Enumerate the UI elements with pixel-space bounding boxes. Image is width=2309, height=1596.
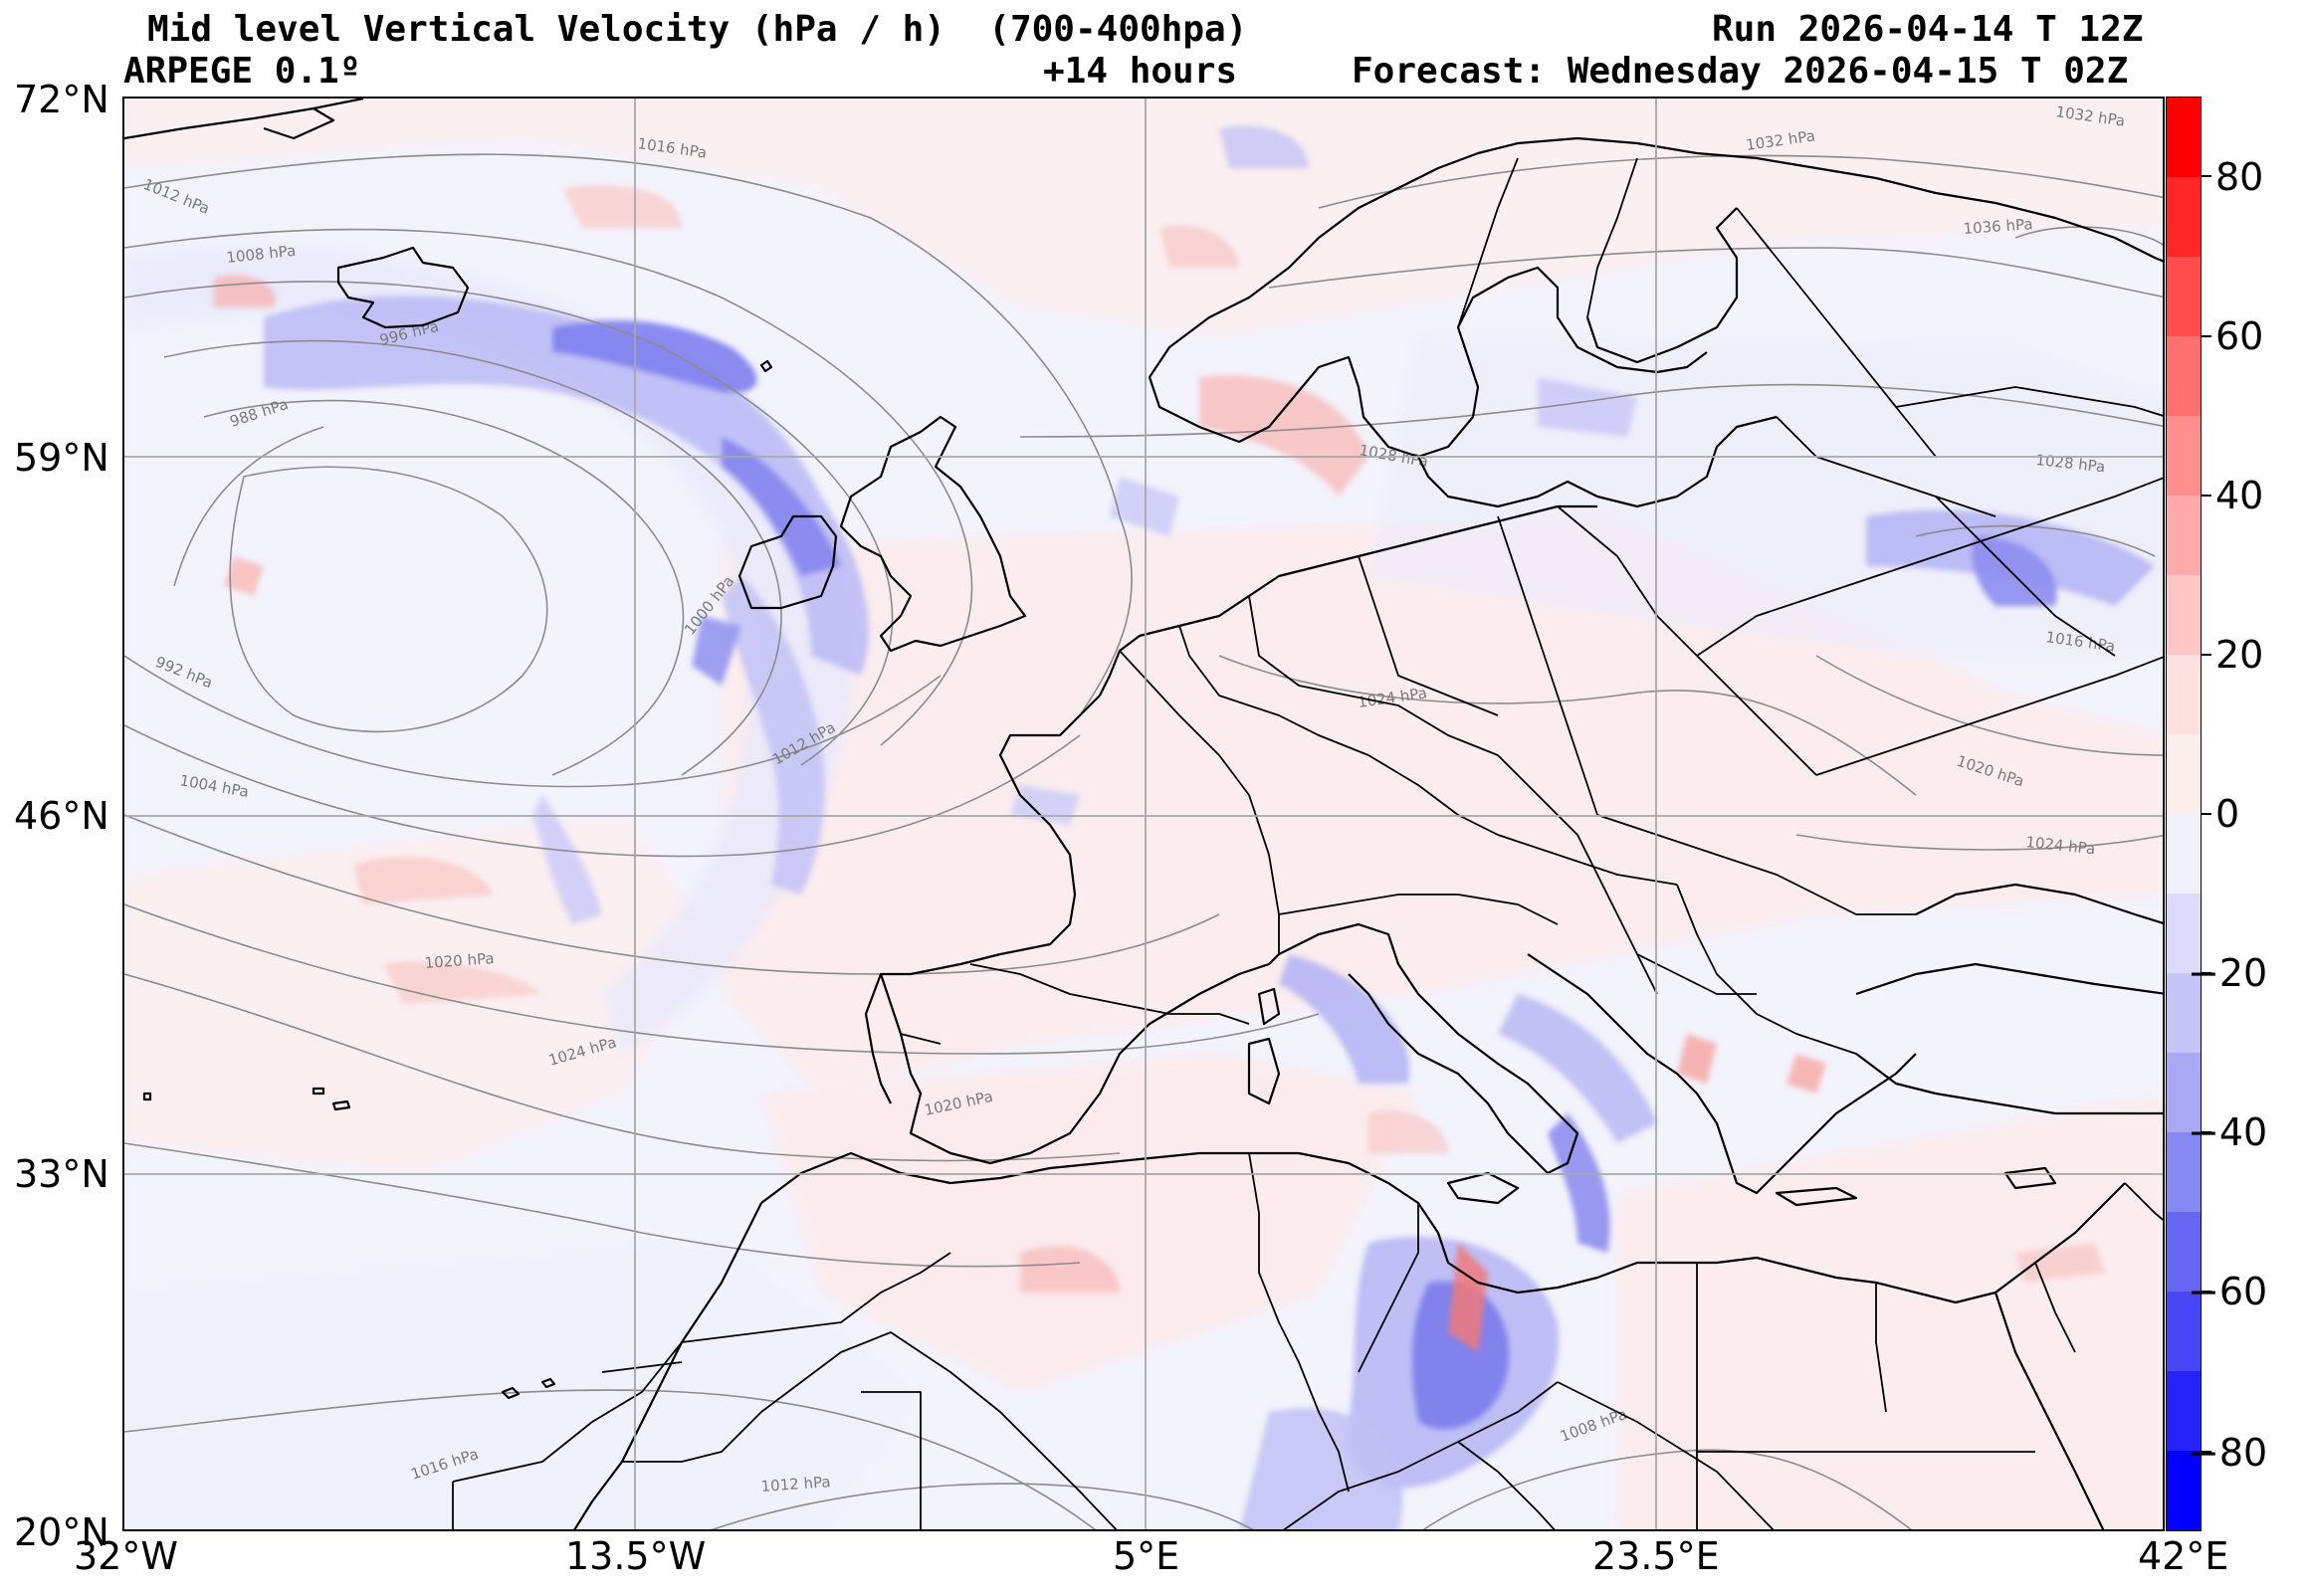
lat-label: 59°N bbox=[14, 436, 109, 480]
colorbar bbox=[2166, 97, 2202, 1531]
map-panel: 1016 hPa 1012 hPa 1008 hPa 996 hPa 988 h… bbox=[122, 97, 2165, 1531]
isobar-label: 1012 hPa bbox=[760, 1473, 831, 1496]
colorbar-band bbox=[2167, 814, 2201, 894]
lat-label: 46°N bbox=[14, 794, 109, 838]
colorbar-band bbox=[2167, 575, 2201, 655]
lat-label: 20°N bbox=[14, 1510, 109, 1554]
lon-label: 23.5°E bbox=[1592, 1534, 1720, 1578]
colorbar-band bbox=[2167, 1451, 2201, 1530]
colorbar-tick-label: 20 bbox=[2215, 633, 2264, 677]
forecast-label: Forecast: Wednesday 2026-04-15 T 02Z bbox=[1352, 51, 2129, 92]
colorbar-band bbox=[2167, 98, 2201, 177]
model-label: ARPEGE 0.1º bbox=[123, 51, 361, 92]
colorbar-band bbox=[2167, 655, 2201, 734]
colorbar-tick-label: −80 bbox=[2188, 1431, 2268, 1475]
lead-time-label: +14 hours bbox=[1043, 51, 1238, 92]
colorbar-band bbox=[2167, 1132, 2201, 1212]
map-canvas: 1016 hPa 1012 hPa 1008 hPa 996 hPa 988 h… bbox=[124, 99, 2163, 1529]
colorbar-band bbox=[2167, 416, 2201, 496]
colorbar-tick-mark bbox=[2202, 175, 2211, 177]
colorbar-band bbox=[2167, 1292, 2201, 1371]
colorbar-tick-mark bbox=[2202, 495, 2211, 497]
colorbar-tick-label: −40 bbox=[2188, 1110, 2268, 1154]
isobar-label: 1036 hPa bbox=[1963, 215, 2033, 238]
lon-label: 13.5°W bbox=[565, 1534, 707, 1578]
colorbar-band bbox=[2167, 1371, 2201, 1451]
lon-label: 32°W bbox=[74, 1534, 178, 1578]
colorbar-tick-mark bbox=[2202, 1131, 2211, 1133]
colorbar-band bbox=[2167, 734, 2201, 814]
colorbar-tick-label: 0 bbox=[2215, 792, 2240, 836]
colorbar-tick-mark bbox=[2202, 335, 2211, 337]
chart-title: Mid level Vertical Velocity (hPa / h) (7… bbox=[147, 9, 1248, 50]
colorbar-tick-mark bbox=[2202, 813, 2211, 815]
colorbar-band bbox=[2167, 177, 2201, 257]
colorbar-tick-label: 60 bbox=[2215, 314, 2264, 358]
lon-label: 42°E bbox=[2138, 1534, 2229, 1578]
run-label: Run 2026-04-14 T 12Z bbox=[1712, 9, 2144, 50]
colorbar-band bbox=[2167, 257, 2201, 336]
lat-label: 72°N bbox=[14, 78, 109, 121]
lat-label: 33°N bbox=[14, 1152, 109, 1196]
colorbar-tick-mark bbox=[2202, 1451, 2211, 1453]
colorbar-band bbox=[2167, 894, 2201, 973]
colorbar-band bbox=[2167, 1212, 2201, 1292]
graticule bbox=[124, 99, 2163, 1529]
colorbar-tick-label: 80 bbox=[2215, 155, 2264, 199]
coastlines bbox=[124, 99, 2163, 1529]
colorbar-tick-mark bbox=[2202, 654, 2211, 656]
colorbar-band bbox=[2167, 973, 2201, 1053]
colorbar-tick-label: −20 bbox=[2188, 951, 2268, 995]
colorbar-band bbox=[2167, 336, 2201, 416]
colorbar-tick-mark bbox=[2202, 972, 2211, 974]
country-borders bbox=[452, 157, 2163, 1529]
isobar-label: 1020 hPa bbox=[424, 949, 495, 972]
isobar-lines bbox=[124, 153, 2163, 1529]
colorbar-tick-label: −60 bbox=[2188, 1270, 2268, 1313]
lon-label: 5°E bbox=[1113, 1534, 1180, 1578]
colorbar-tick-mark bbox=[2202, 1291, 2211, 1293]
colorbar-tick-label: 40 bbox=[2215, 474, 2264, 517]
ascent-band bbox=[264, 125, 2155, 1529]
colorbar-band bbox=[2167, 1053, 2201, 1132]
colorbar-band bbox=[2167, 496, 2201, 575]
